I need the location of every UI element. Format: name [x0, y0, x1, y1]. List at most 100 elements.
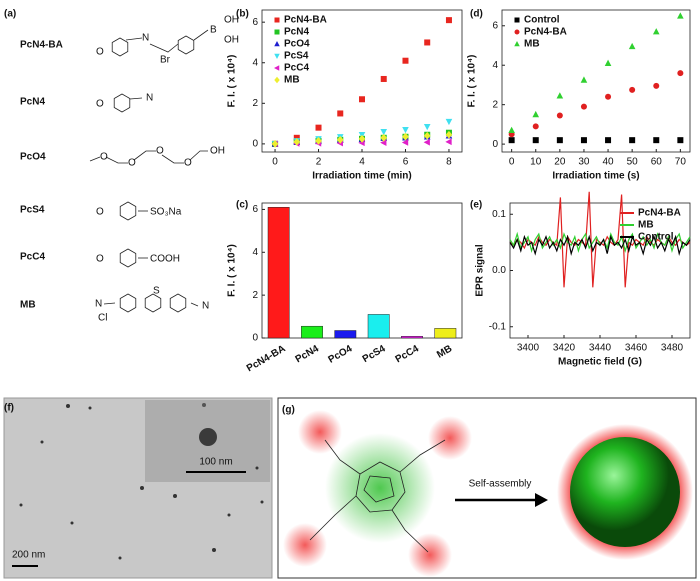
y-tick-label: 0: [492, 139, 498, 150]
red-glow: [298, 410, 342, 454]
marker: [653, 82, 660, 89]
nanoparticle: [202, 403, 206, 407]
marker: [359, 96, 365, 103]
marker: [445, 138, 452, 146]
ring: [144, 293, 162, 313]
x-tick-label: 2: [316, 157, 322, 168]
legend-swatch: [514, 17, 520, 23]
ring: [119, 293, 137, 313]
bar: [401, 336, 423, 339]
bond: [103, 302, 199, 307]
atom-label: OH: [224, 15, 239, 26]
atom-label: OH: [224, 35, 239, 46]
legend-label: PcS4: [284, 51, 309, 62]
scale-label: 200 nm: [12, 550, 45, 561]
marker: [358, 134, 366, 143]
y-tick-label: 4: [252, 247, 258, 258]
y-tick-label: 6: [492, 20, 498, 31]
y-tick-label: 2: [492, 99, 498, 110]
plot-frame: [501, 9, 691, 153]
panel-label: (d): [470, 9, 483, 20]
marker: [445, 130, 453, 139]
ring: [111, 37, 129, 57]
legend-label: PcC4: [284, 63, 309, 74]
legend-swatch: [274, 53, 280, 59]
atom-label: N: [202, 301, 209, 312]
legend-swatch: [514, 41, 520, 47]
bar: [267, 207, 290, 339]
marker: [532, 123, 539, 130]
marker: [315, 136, 322, 145]
compound-name: MB: [20, 300, 36, 311]
legend-label: Control: [638, 232, 674, 243]
y-axis-label: F. I. ( x 10⁴): [467, 55, 478, 108]
marker: [293, 134, 300, 141]
atom-label: SO₃Na: [150, 207, 182, 218]
y-axis-label: F. I. ( x 10⁴): [227, 244, 238, 297]
marker: [605, 137, 612, 144]
scheme: Self-assembly: [277, 397, 697, 579]
compound-name: PcO4: [20, 152, 46, 163]
marker: [532, 110, 540, 118]
marker: [556, 92, 564, 99]
x-tick-label: 4: [359, 157, 365, 168]
marker: [315, 124, 322, 131]
x-tick-label: 3480: [661, 343, 684, 354]
compound-name: PcN4-BA: [20, 40, 63, 51]
marker: [423, 123, 431, 131]
atom-label: O: [128, 158, 136, 169]
y-axis-label: F. I. ( x 10⁴): [227, 55, 238, 108]
legend-label: Control: [524, 15, 560, 26]
bond: [129, 97, 143, 100]
marker: [337, 110, 344, 117]
arrow-label: Self-assembly: [469, 479, 532, 490]
atom-label: N: [142, 33, 149, 44]
atom-label: OH: [210, 146, 225, 157]
line: [509, 234, 691, 256]
atom-label: O: [96, 99, 104, 110]
particles: [19, 404, 264, 560]
legend-label: PcN4-BA: [284, 15, 327, 26]
x-tick-label: PcO4: [327, 343, 355, 366]
atom-label: B: [210, 25, 217, 36]
x-axis-label: Irradiation time (min): [312, 171, 411, 182]
x-tick-label: 60: [651, 157, 663, 168]
marker: [556, 137, 563, 144]
bar: [434, 328, 457, 339]
marker: [336, 135, 344, 144]
marker: [271, 139, 279, 148]
nanoparticle: [199, 428, 217, 446]
atom-label: Cl: [98, 313, 107, 324]
atom-label: O: [100, 152, 108, 163]
atom-label: S: [153, 286, 160, 297]
marker: [653, 137, 660, 144]
nanoparticle-sphere: [570, 437, 680, 547]
y-tick-label: 0: [252, 333, 258, 344]
x-tick-label: 3440: [589, 343, 612, 354]
bond: [89, 150, 208, 164]
x-tick-label: 0: [509, 157, 515, 168]
marker: [508, 126, 515, 134]
panel-label: (f): [4, 403, 14, 414]
bar: [301, 325, 323, 339]
x-tick-label: PcN4: [294, 343, 322, 365]
marker: [380, 75, 387, 82]
marker: [423, 131, 431, 140]
legend-swatch: [274, 17, 280, 23]
marker: [604, 59, 612, 66]
marker: [677, 137, 684, 144]
bar: [367, 314, 390, 339]
x-tick-label: 50: [627, 157, 639, 168]
y-tick-label: 0.0: [492, 265, 506, 276]
x-axis-label: Irradiation time (s): [552, 171, 639, 182]
marker: [580, 103, 587, 110]
atom-label: N: [95, 299, 102, 310]
legend-swatch: [514, 29, 520, 35]
panel-label: (e): [470, 200, 482, 211]
marker: [293, 137, 301, 146]
legend-label: PcN4-BA: [524, 27, 567, 38]
red-glow: [428, 416, 472, 460]
marker: [402, 132, 409, 141]
marker: [423, 138, 430, 146]
marker: [380, 133, 388, 142]
